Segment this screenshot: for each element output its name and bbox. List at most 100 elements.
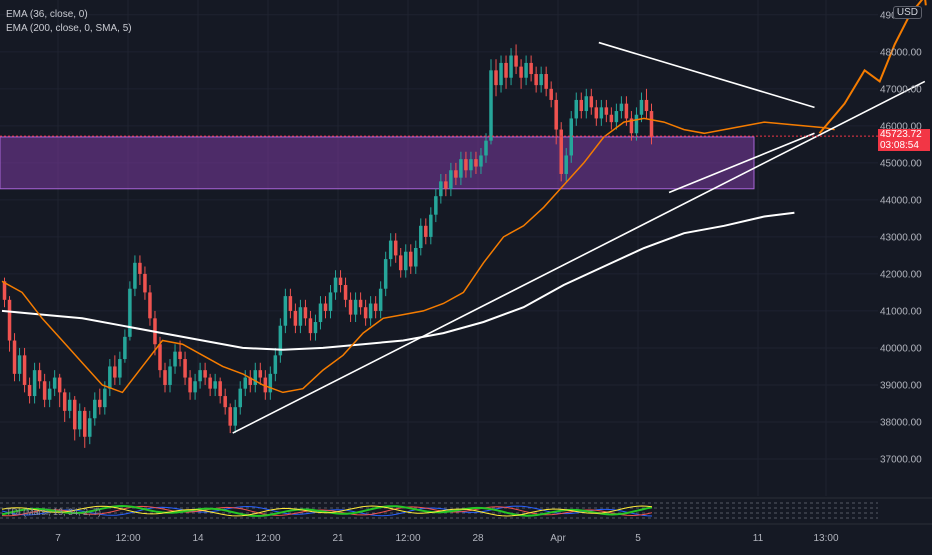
y-tick-1: 48000.00 <box>880 47 922 58</box>
candle-body-96 <box>484 140 488 156</box>
trendline-0 <box>232 80 926 434</box>
candle-body-44 <box>223 396 227 408</box>
candle-body-38 <box>193 381 197 393</box>
trendline-1 <box>668 132 815 194</box>
candle-body-108 <box>544 74 548 89</box>
candle-body-53 <box>268 373 273 393</box>
candle-body-24 <box>123 336 127 360</box>
candle-body-16 <box>82 410 87 437</box>
x-tick-1: 12:00 <box>115 533 140 544</box>
candle-body-82 <box>414 248 418 267</box>
y-tick-4: 45000.00 <box>880 158 922 169</box>
last-price-tag: 45723.72 03:08:54 <box>878 129 930 152</box>
candle-body-129 <box>649 111 654 137</box>
candle-body-98 <box>494 70 498 86</box>
candle-body-23 <box>118 359 122 378</box>
candle-body-126 <box>634 114 639 134</box>
candle-body-10 <box>52 377 57 389</box>
candle-body-27 <box>138 262 142 274</box>
candle-body-41 <box>208 377 212 389</box>
x-tick-0: 7 <box>55 533 61 544</box>
candle-body-86 <box>434 196 438 215</box>
candle-body-55 <box>278 325 283 356</box>
candle-body-52 <box>263 377 268 393</box>
candle-body-67 <box>338 277 343 286</box>
candle-body-2 <box>12 340 17 374</box>
x-tick-5: 12:00 <box>395 533 420 544</box>
candle-body-0 <box>2 281 7 300</box>
candle-body-34 <box>173 351 177 367</box>
candle-body-50 <box>253 370 258 385</box>
candle-body-71 <box>358 299 363 308</box>
candle-body-21 <box>108 366 112 389</box>
x-tick-7: Apr <box>550 533 566 544</box>
oscillator-label[interactable]: TDI (Marsi, 13, 34, 2, 7) <box>6 507 102 517</box>
x-tick-3: 12:00 <box>255 533 280 544</box>
candle-body-118 <box>594 107 599 119</box>
candle-body-102 <box>514 55 518 67</box>
x-tick-10: 13:00 <box>813 533 838 544</box>
candle-body-6 <box>32 370 37 397</box>
candle-body-3 <box>17 355 22 374</box>
candle-body-105 <box>529 62 533 75</box>
candle-body-39 <box>198 370 202 382</box>
candle-body-7 <box>37 370 42 382</box>
candle-body-91 <box>459 159 463 178</box>
candle-body-56 <box>283 296 288 326</box>
candle-body-65 <box>328 292 333 311</box>
currency-badge[interactable]: USD <box>892 6 922 19</box>
candle-body-64 <box>323 303 328 311</box>
candle-body-31 <box>158 344 162 371</box>
candle-body-121 <box>609 114 614 123</box>
candle-body-85 <box>429 214 433 237</box>
candle-body-62 <box>313 322 318 334</box>
candle-body-68 <box>343 285 348 300</box>
candle-body-103 <box>519 66 523 78</box>
candle-body-57 <box>288 296 293 311</box>
forecast-arrow-head <box>916 0 927 6</box>
x-tick-6: 28 <box>472 533 484 544</box>
candle-body-114 <box>574 99 579 119</box>
candle-body-43 <box>218 381 222 397</box>
candle-body-125 <box>629 118 634 134</box>
candle-body-113 <box>569 118 574 156</box>
candle-body-73 <box>368 303 373 319</box>
candle-body-92 <box>464 159 468 171</box>
candle-body-87 <box>439 181 443 197</box>
candle-body-32 <box>163 370 167 385</box>
oscillator-pane <box>0 497 932 525</box>
indicator-legend[interactable]: EMA (36, close, 0) EMA (200, close, 0, S… <box>6 8 132 36</box>
candle-body-76 <box>383 259 388 289</box>
candle-body-45 <box>228 407 232 426</box>
candle-body-112 <box>564 155 568 174</box>
candle-body-72 <box>363 307 368 319</box>
candle-body-119 <box>599 107 604 119</box>
grid-lines <box>0 0 878 496</box>
support-zone <box>0 136 755 190</box>
candle-body-13 <box>67 399 72 411</box>
candle-body-123 <box>619 103 624 112</box>
candle-body-48 <box>243 377 248 389</box>
time-axis[interactable]: 7 12:00 14 12:00 21 12:00 28 Apr 5 11 13:00 <box>55 533 839 544</box>
candle-body-101 <box>509 55 513 78</box>
legend-ema36[interactable]: EMA (36, close, 0) <box>6 9 88 20</box>
y-tick-12: 37000.00 <box>880 454 922 465</box>
candle-body-12 <box>62 392 67 411</box>
candle-body-60 <box>303 307 308 319</box>
price-axis[interactable]: 49000.0048000.0047000.0046000.0045000.00… <box>880 10 922 465</box>
candle-body-14 <box>72 399 77 430</box>
x-tick-8: 5 <box>635 533 641 544</box>
candle-body-42 <box>213 381 217 389</box>
x-tick-4: 21 <box>332 533 344 544</box>
candle-body-59 <box>298 307 303 326</box>
candle-body-84 <box>424 225 428 237</box>
candle-body-107 <box>539 74 543 86</box>
candle-body-4 <box>22 355 27 385</box>
candle-body-128 <box>644 99 649 112</box>
candle-body-54 <box>273 355 278 374</box>
x-tick-9: 11 <box>753 533 764 544</box>
legend-ema200[interactable]: EMA (200, close, 0, SMA, 5) <box>6 23 132 34</box>
candle-body-99 <box>499 62 503 86</box>
